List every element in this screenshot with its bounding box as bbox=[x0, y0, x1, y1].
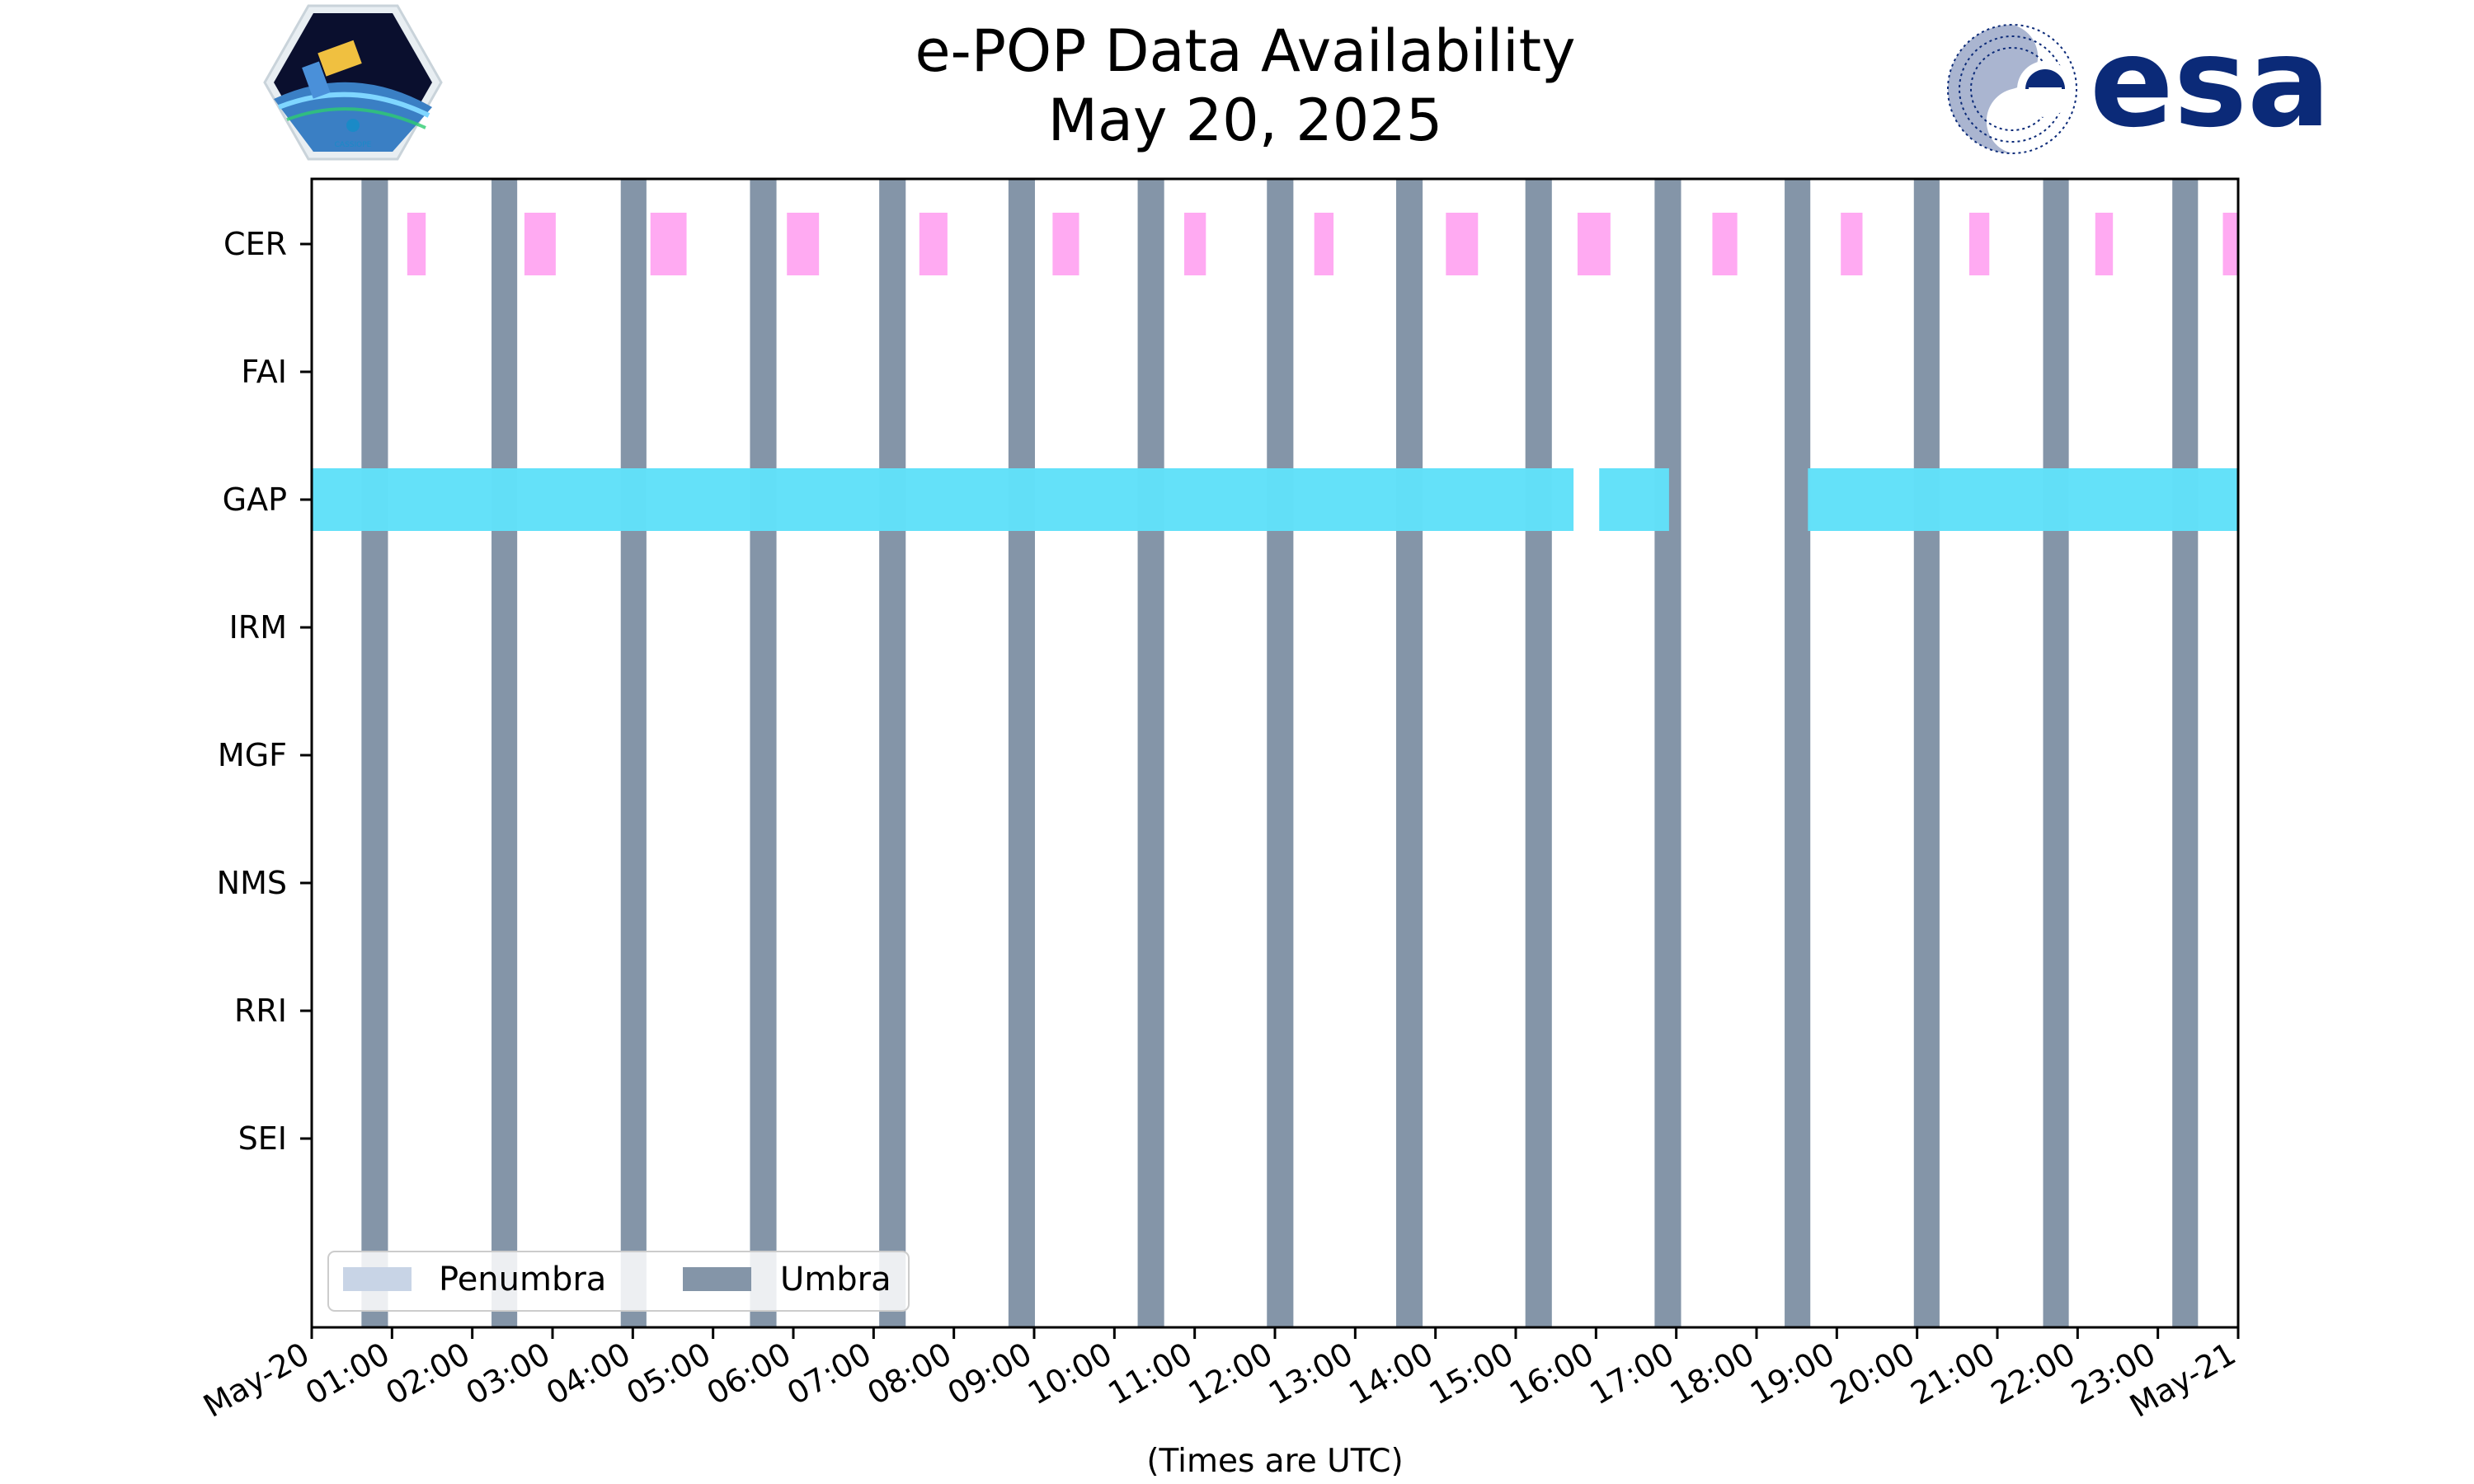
bar-cer bbox=[787, 213, 820, 275]
esa-logo: esa bbox=[1947, 12, 2331, 155]
x-tick-label: 01:00 bbox=[299, 1336, 396, 1412]
x-tick-label: May-20 bbox=[197, 1336, 315, 1425]
bar-cer bbox=[919, 213, 948, 275]
chart-title: e-POP Data Availability bbox=[915, 17, 1575, 85]
bar-cer bbox=[407, 213, 426, 275]
x-tick-label: 19:00 bbox=[1744, 1336, 1841, 1412]
x-tick-label: 02:00 bbox=[379, 1336, 476, 1412]
bar-cer bbox=[1184, 213, 1206, 275]
cassiope-logo: CASSIOPE bbox=[263, 4, 443, 161]
x-tick-label: 08:00 bbox=[861, 1336, 957, 1412]
y-tick-label-nms: NMS bbox=[217, 865, 287, 901]
y-tick-label-gap: GAP bbox=[223, 481, 287, 518]
umbra-band bbox=[879, 179, 906, 1327]
x-tick-label: 21:00 bbox=[1905, 1336, 2001, 1412]
y-tick-label-cer: CER bbox=[223, 226, 287, 262]
legend: Penumbra Umbra bbox=[327, 1251, 910, 1312]
legend-swatch-umbra bbox=[683, 1267, 751, 1291]
legend-label-umbra: Umbra bbox=[780, 1261, 891, 1298]
umbra-band bbox=[750, 179, 777, 1327]
bar-cer bbox=[1577, 213, 1611, 275]
umbra-band bbox=[2172, 179, 2199, 1327]
x-tick-label: 07:00 bbox=[781, 1336, 877, 1412]
x-tick-label: 22:00 bbox=[1985, 1336, 2081, 1412]
x-axis-label: (Times are UTC) bbox=[1146, 1443, 1403, 1480]
x-tick-label: 03:00 bbox=[460, 1336, 557, 1412]
y-tick-label-sei: SEI bbox=[238, 1120, 287, 1157]
x-tick-label: 15:00 bbox=[1423, 1336, 1520, 1412]
x-tick-label: 06:00 bbox=[701, 1336, 797, 1412]
bar-cer bbox=[524, 213, 556, 275]
instrument-bars bbox=[312, 213, 2238, 531]
bar-gap bbox=[1808, 468, 2238, 531]
umbra-band bbox=[1525, 179, 1552, 1327]
x-tick-label: 09:00 bbox=[942, 1336, 1038, 1412]
plot-area: CER FAI GAP IRM MGF NMS RRI SEI May-2001:0002:0… bbox=[197, 177, 2242, 1425]
umbra-band bbox=[1008, 179, 1035, 1327]
bar-cer bbox=[1446, 213, 1479, 275]
esa-swirl-icon bbox=[1947, 24, 2077, 154]
x-axis: May-2001:0002:0003:0004:0005:0006:0007:0… bbox=[197, 1327, 2242, 1425]
umbra-band bbox=[1785, 179, 1811, 1327]
umbra-band bbox=[1913, 179, 1940, 1327]
x-tick-label: 17:00 bbox=[1583, 1336, 1680, 1412]
x-tick-label: 05:00 bbox=[620, 1336, 717, 1412]
cassiope-logo-text: CASSIOPE bbox=[335, 141, 372, 149]
legend-swatch-penumbra bbox=[343, 1267, 412, 1291]
y-axis: CER FAI GAP IRM MGF NMS RRI SEI bbox=[217, 226, 312, 1157]
y-tick-label-irm: IRM bbox=[229, 609, 287, 646]
x-tick-label: 04:00 bbox=[540, 1336, 637, 1412]
bar-cer bbox=[650, 213, 687, 275]
legend-label-penumbra: Penumbra bbox=[439, 1261, 606, 1298]
bar-gap bbox=[1599, 468, 1669, 531]
x-tick-label: 11:00 bbox=[1102, 1336, 1198, 1412]
umbra-band bbox=[620, 179, 647, 1327]
bar-cer bbox=[1314, 213, 1334, 275]
umbra-band bbox=[1137, 179, 1164, 1327]
esa-logo-text: esa bbox=[2090, 12, 2331, 155]
bar-cer bbox=[1968, 213, 1990, 275]
bar-gap bbox=[312, 468, 1574, 531]
x-tick-label: 10:00 bbox=[1022, 1336, 1118, 1412]
bar-cer bbox=[2222, 213, 2238, 275]
umbra-band bbox=[361, 179, 388, 1327]
x-tick-label: 16:00 bbox=[1503, 1336, 1600, 1412]
chart-subtitle: May 20, 2025 bbox=[1048, 87, 1443, 154]
legend-box bbox=[327, 1251, 910, 1312]
bar-cer bbox=[2095, 213, 2114, 275]
x-tick-label: 14:00 bbox=[1343, 1336, 1439, 1412]
umbra-band bbox=[1267, 179, 1294, 1327]
bar-cer bbox=[1052, 213, 1079, 275]
x-tick-label: 12:00 bbox=[1183, 1336, 1279, 1412]
umbra-band bbox=[1395, 179, 1423, 1327]
y-tick-label-mgf: MGF bbox=[218, 737, 287, 773]
y-tick-label-fai: FAI bbox=[241, 354, 287, 390]
bar-cer bbox=[1712, 213, 1738, 275]
x-tick-label: 20:00 bbox=[1824, 1336, 1921, 1412]
umbra-band bbox=[492, 179, 518, 1327]
y-tick-label-rri: RRI bbox=[234, 993, 287, 1029]
umbra-band bbox=[2043, 179, 2069, 1327]
x-tick-label: 13:00 bbox=[1263, 1336, 1359, 1412]
bar-cer bbox=[1841, 213, 1863, 275]
umbra-bands bbox=[361, 179, 2199, 1327]
x-tick-label: 18:00 bbox=[1664, 1336, 1761, 1412]
umbra-band bbox=[1654, 179, 1681, 1327]
